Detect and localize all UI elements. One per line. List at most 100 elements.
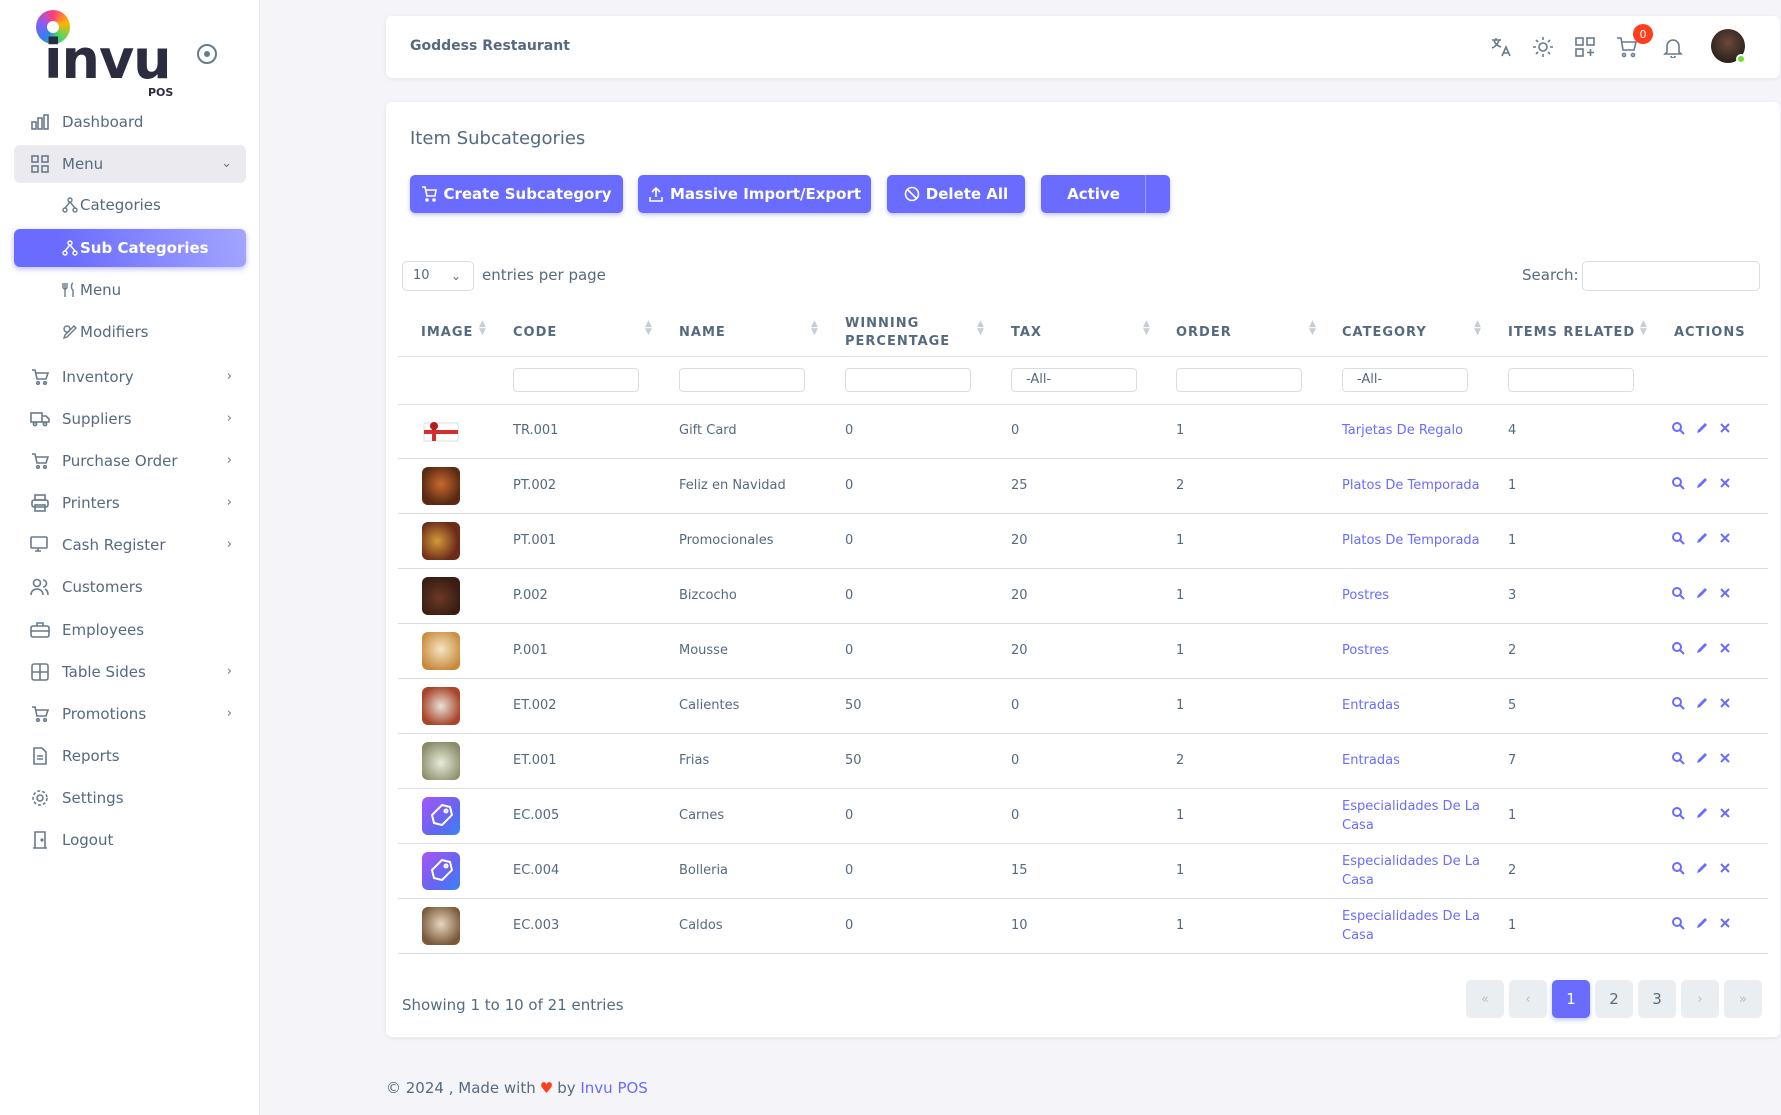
apps-grid-icon[interactable] (1574, 36, 1596, 58)
sidebar-sub-subcategories[interactable]: Sub Categories (14, 229, 246, 267)
sort-icon[interactable]: ▲ ▼ (1309, 319, 1316, 337)
view-icon[interactable] (1671, 421, 1685, 439)
cell-category-link[interactable]: Postres (1342, 643, 1390, 658)
edit-icon[interactable] (1695, 751, 1709, 769)
edit-icon[interactable] (1695, 641, 1709, 659)
cell-category-link[interactable]: Especialidades De La Casa (1342, 799, 1480, 833)
sort-icon[interactable]: ▲ ▼ (479, 319, 486, 337)
sidebar-item-reports[interactable]: Reports (14, 737, 246, 775)
sidebar-item-table-sides[interactable]: Table Sides › (14, 653, 246, 691)
edit-icon[interactable] (1695, 586, 1709, 604)
sidebar-item-settings[interactable]: Settings (14, 779, 246, 817)
sidebar-sub-categories[interactable]: Categories (14, 186, 246, 224)
items-filter-input[interactable] (1508, 368, 1634, 392)
sidebar-sub-modifiers[interactable]: Modifiers (14, 313, 246, 351)
sidebar-item-purchase-order[interactable]: Purchase Order › (14, 442, 246, 480)
sidebar-item-cash-register[interactable]: Cash Register › (14, 526, 246, 564)
shopping-cart-icon[interactable] (1616, 36, 1638, 58)
sidebar-item-menu[interactable]: Menu ⌄ (14, 145, 246, 183)
edit-icon[interactable] (1695, 696, 1709, 714)
sidebar-toggle-icon[interactable] (197, 44, 217, 64)
code-filter-input[interactable] (513, 368, 639, 392)
column-header-tax[interactable]: TAX (1011, 325, 1042, 340)
sidebar-item-customers[interactable]: Customers (14, 568, 246, 606)
sidebar-item-logout[interactable]: Logout (14, 821, 246, 859)
cell-category-link[interactable]: Entradas (1342, 698, 1400, 713)
cell-category-link[interactable]: Especialidades De La Casa (1342, 909, 1480, 943)
sidebar-item-promotions[interactable]: Promotions › (14, 695, 246, 733)
delete-icon[interactable] (1719, 916, 1731, 934)
delete-icon[interactable] (1719, 861, 1731, 879)
column-header-image[interactable]: IMAGE (421, 325, 474, 340)
edit-icon[interactable] (1695, 861, 1709, 879)
delete-icon[interactable] (1719, 806, 1731, 824)
edit-icon[interactable] (1695, 531, 1709, 549)
delete-icon[interactable] (1719, 696, 1731, 714)
delete-icon[interactable] (1719, 751, 1731, 769)
sun-icon[interactable] (1532, 36, 1554, 58)
cell-category-link[interactable]: Tarjetas De Regalo (1342, 423, 1464, 438)
delete-icon[interactable] (1719, 586, 1731, 604)
view-icon[interactable] (1671, 641, 1685, 659)
pagination-page-2[interactable]: 2 (1595, 980, 1633, 1018)
sidebar-item-suppliers[interactable]: Suppliers › (14, 400, 246, 438)
view-icon[interactable] (1671, 531, 1685, 549)
bell-icon[interactable] (1662, 36, 1684, 58)
column-header-code[interactable]: CODE (513, 325, 558, 340)
column-header-winning-percentage[interactable]: WINNING PERCENTAGE (845, 316, 951, 349)
create-subcategory-button[interactable]: Create Subcategory (410, 175, 623, 213)
edit-icon[interactable] (1695, 806, 1709, 824)
pagination-page-3[interactable]: 3 (1638, 980, 1676, 1018)
order-filter-input[interactable] (1176, 368, 1302, 392)
active-filter-button[interactable]: Active (1041, 175, 1170, 213)
pagination-next[interactable]: › (1681, 980, 1719, 1018)
view-icon[interactable] (1671, 476, 1685, 494)
view-icon[interactable] (1671, 806, 1685, 824)
sort-icon[interactable]: ▲ ▼ (1143, 319, 1150, 337)
translate-icon[interactable] (1490, 36, 1512, 58)
cell-category-link[interactable]: Especialidades De La Casa (1342, 854, 1480, 888)
sidebar-sub-menu[interactable]: Menu (14, 271, 246, 309)
column-header-category[interactable]: CATEGORY (1342, 325, 1427, 340)
pagination-prev[interactable]: ‹ (1509, 980, 1547, 1018)
sidebar-item-dashboard[interactable]: Dashboard (14, 103, 246, 141)
cell-category-link[interactable]: Platos De Temporada (1342, 478, 1480, 493)
delete-icon[interactable] (1719, 476, 1731, 494)
sort-icon[interactable]: ▲ ▼ (1640, 319, 1647, 337)
delete-all-button[interactable]: Delete All (887, 175, 1025, 213)
sort-icon[interactable]: ▲ ▼ (1474, 319, 1481, 337)
cell-category-link[interactable]: Platos De Temporada (1342, 533, 1480, 548)
category-filter-select[interactable]: -All- (1342, 368, 1468, 392)
footer-brand-link[interactable]: Invu POS (580, 1079, 648, 1097)
edit-icon[interactable] (1695, 421, 1709, 439)
sidebar-item-inventory[interactable]: Inventory › (14, 358, 246, 396)
invu-logo[interactable]: invu POS (36, 6, 186, 99)
view-icon[interactable] (1671, 916, 1685, 934)
column-header-items-related[interactable]: ITEMS RELATED (1508, 325, 1636, 340)
cell-category-link[interactable]: Entradas (1342, 753, 1400, 768)
pagination-first[interactable]: « (1466, 980, 1504, 1018)
view-icon[interactable] (1671, 586, 1685, 604)
cell-category-link[interactable]: Postres (1342, 588, 1390, 603)
tax-filter-select[interactable]: -All- (1011, 368, 1137, 392)
delete-icon[interactable] (1719, 531, 1731, 549)
sidebar-item-employees[interactable]: Employees (14, 611, 246, 649)
column-header-name[interactable]: NAME (679, 325, 726, 340)
view-icon[interactable] (1671, 861, 1685, 879)
column-header-order[interactable]: ORDER (1176, 325, 1232, 340)
sort-icon[interactable]: ▲ ▼ (811, 319, 818, 337)
view-icon[interactable] (1671, 696, 1685, 714)
delete-icon[interactable] (1719, 641, 1731, 659)
sort-icon[interactable]: ▲ ▼ (645, 319, 652, 337)
sort-icon[interactable]: ▲ ▼ (977, 319, 984, 337)
entries-per-page-select[interactable]: 10 ⌄ (402, 261, 474, 291)
pagination-page-1[interactable]: 1 (1552, 980, 1590, 1018)
name-filter-input[interactable] (679, 368, 805, 392)
search-input[interactable] (1582, 261, 1760, 291)
pagination-last[interactable]: » (1724, 980, 1762, 1018)
massive-import-export-button[interactable]: Massive Import/Export (638, 175, 871, 213)
edit-icon[interactable] (1695, 916, 1709, 934)
sidebar-item-printers[interactable]: Printers › (14, 484, 246, 522)
edit-icon[interactable] (1695, 476, 1709, 494)
delete-icon[interactable] (1719, 421, 1731, 439)
